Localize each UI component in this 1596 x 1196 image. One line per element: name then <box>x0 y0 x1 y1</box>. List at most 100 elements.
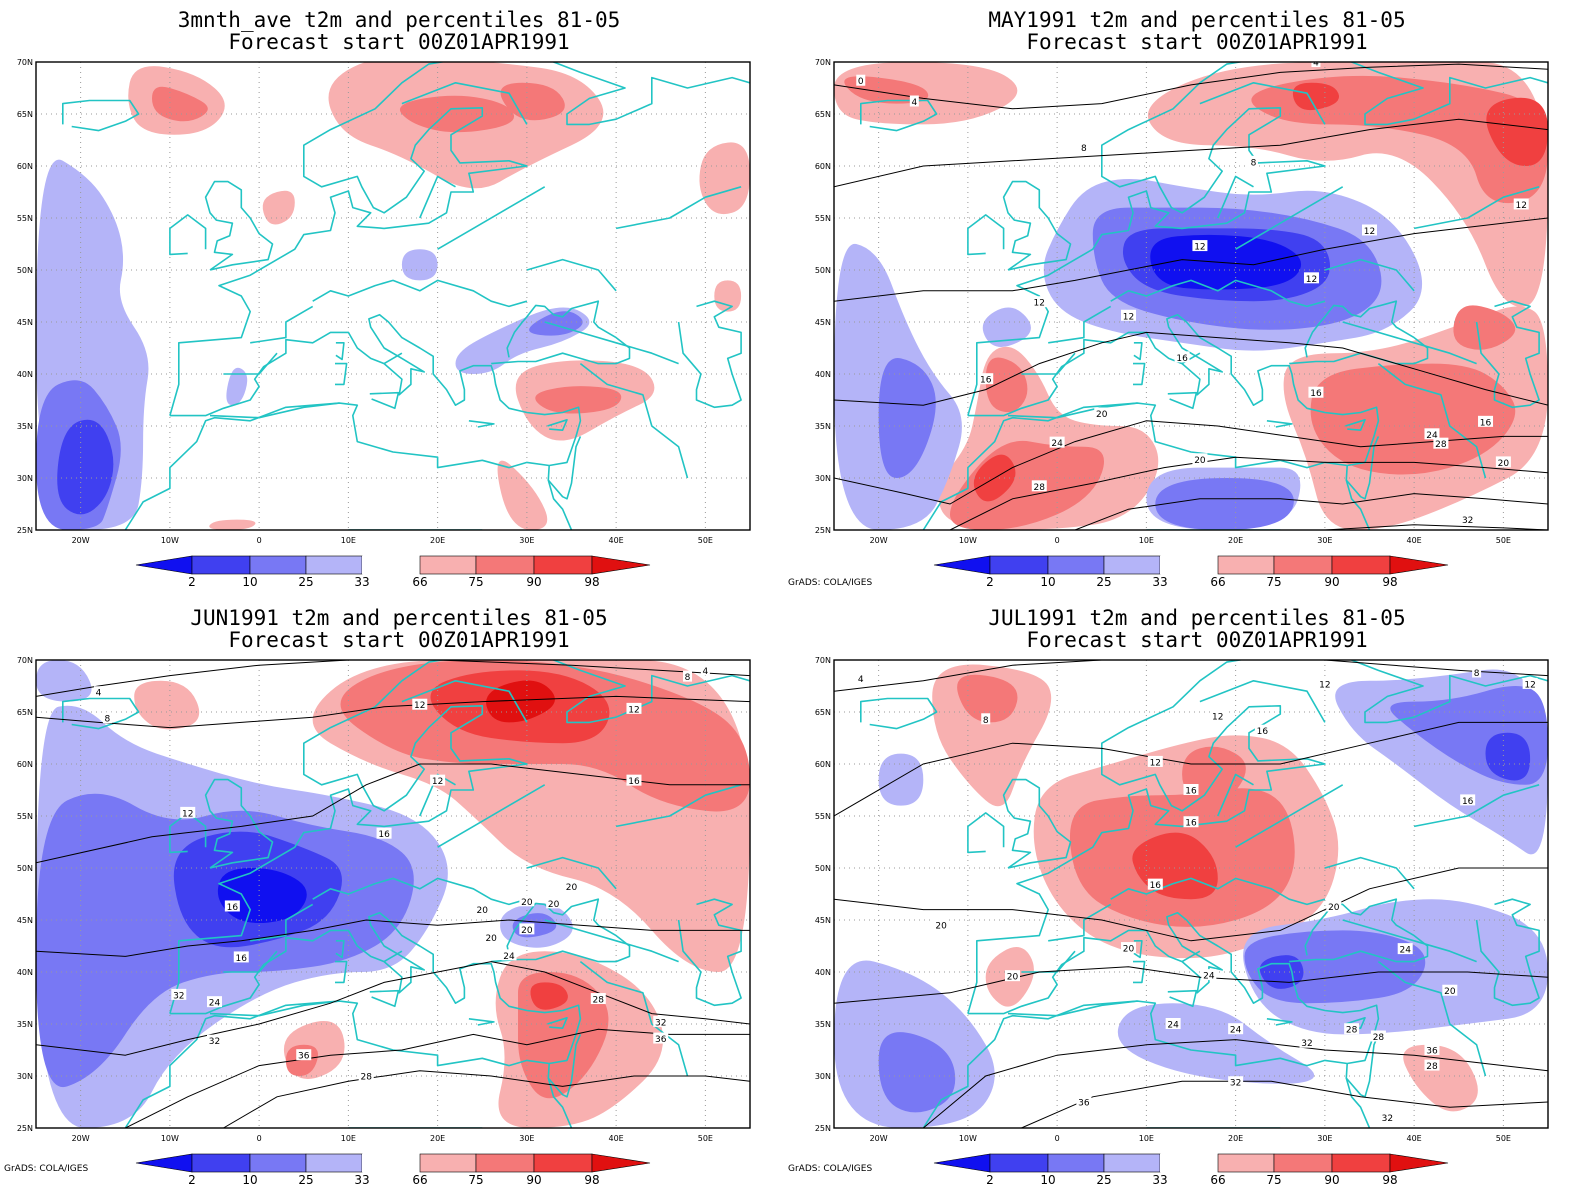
coastline <box>1021 352 1076 375</box>
coastline <box>209 1000 340 1017</box>
lat-tick-label: 35N <box>17 422 33 431</box>
coastline <box>547 1063 573 1128</box>
coastline <box>1007 402 1138 419</box>
colorbar-arrow-low <box>135 555 193 575</box>
panel-subtitle: Forecast start 00Z01APR1991 <box>1026 30 1368 54</box>
colorbar-level-label: 90 <box>526 575 541 589</box>
coastline <box>1199 680 1326 723</box>
contour-label-text: 20 <box>1498 459 1510 469</box>
temperature-contour <box>834 660 1548 692</box>
contour-label: 8 <box>1248 155 1258 168</box>
contour-label-text: 12 <box>1319 680 1330 690</box>
contour-label-text: 20 <box>521 926 533 936</box>
lat-tick-label: 60N <box>17 760 33 769</box>
temperature-contour <box>1074 493 1548 530</box>
lat-tick-label: 55N <box>17 812 33 821</box>
contour-label-text: 16 <box>1310 389 1322 399</box>
warm-percentile-region <box>1403 1044 1478 1112</box>
colorbar-level-label: 10 <box>1040 575 1055 589</box>
contour-label: 12 <box>1210 710 1226 723</box>
contour-label-text: 28 <box>1435 440 1447 450</box>
lon-tick-label: 10E <box>1139 536 1154 545</box>
contour-label: 20 <box>1442 984 1458 997</box>
cold-percentile-region <box>401 249 438 281</box>
coastline <box>491 300 631 365</box>
colorbar-level-label: 33 <box>1152 1173 1167 1187</box>
colorbar-segment <box>533 1153 593 1173</box>
coastline <box>860 99 938 132</box>
colorbar-segment <box>419 1153 477 1173</box>
contour-label-text: 36 <box>298 1052 310 1062</box>
coastline <box>250 903 314 942</box>
cold-percentile-region <box>226 367 248 406</box>
lat-tick-label: 60N <box>815 162 831 171</box>
coastline <box>1377 960 1487 1077</box>
coastline <box>1217 175 1254 219</box>
colorbar-segment <box>475 1153 535 1173</box>
lat-tick-label: 45N <box>815 916 831 925</box>
contour-label-text: 28 <box>1426 1062 1438 1072</box>
lat-tick-label: 50N <box>815 266 831 275</box>
lon-tick-label: 40E <box>609 536 624 545</box>
coastline <box>1235 784 1344 848</box>
colorbar-segment <box>1273 555 1333 575</box>
coastline <box>967 62 1548 416</box>
lon-tick-label: 30E <box>519 1134 534 1143</box>
cold-percentile-region <box>878 358 936 478</box>
temperature-contour <box>834 331 1548 406</box>
contour-label: 36 <box>653 1032 669 1045</box>
temperature-contour <box>36 919 750 957</box>
coastline <box>1007 1000 1138 1017</box>
contour-label-text: 20 <box>566 883 578 893</box>
warm-percentile-region <box>209 519 256 530</box>
coastline <box>1266 1018 1293 1026</box>
coastline <box>169 660 750 1014</box>
contour-label-text: 12 <box>1123 312 1134 322</box>
contour-label: 12 <box>1303 272 1319 285</box>
colorbar-segment <box>362 1154 420 1172</box>
colorbar-level-label: 90 <box>526 1173 541 1187</box>
lon-tick-label: 10E <box>1139 1134 1154 1143</box>
contour-label-text: 8 <box>983 716 989 726</box>
colorbar-level-label: 25 <box>1096 575 1111 589</box>
contour-label-text: 20 <box>1328 903 1340 913</box>
contour-label: 4 <box>856 672 866 685</box>
contour-label-text: 4 <box>1313 59 1319 69</box>
contour-label-text: 12 <box>1150 758 1161 768</box>
colorbar-segment <box>191 1153 251 1173</box>
cold-percentile-region <box>1155 478 1294 530</box>
coastline <box>677 300 742 409</box>
contour-label-text: 12 <box>1364 227 1375 237</box>
contour-label: 8 <box>1472 666 1482 679</box>
contour-label: 32 <box>171 988 187 1001</box>
contour-label-text: 32 <box>1462 516 1473 526</box>
colorbar-segment <box>249 1153 307 1173</box>
colorbar-level-label: 75 <box>1266 575 1281 589</box>
colorbar-arrow-low <box>135 1153 193 1173</box>
contour-label-text: 0 <box>858 77 864 87</box>
contour-label: 28 <box>1344 1023 1360 1036</box>
contour-label: 20 <box>564 880 579 893</box>
colorbar-segment <box>1160 556 1218 574</box>
lat-tick-label: 70N <box>815 656 831 665</box>
contour-label: 16 <box>1147 878 1163 891</box>
temperature-contour <box>834 118 1548 188</box>
colorbar-level-label: 75 <box>468 1173 483 1187</box>
contour-label: 32 <box>1228 1076 1244 1089</box>
temperature-contour <box>125 1028 750 1128</box>
colorbar-segment <box>419 555 477 575</box>
contour-label: 20 <box>519 895 535 908</box>
contour-label-text: 20 <box>1096 410 1108 420</box>
map-plot: 0448812121212121216161616202020242428283… <box>815 58 1549 589</box>
lon-tick-label: 20W <box>870 1134 888 1143</box>
colorbar-level-label: 10 <box>1040 1173 1055 1187</box>
contour-label: 24 <box>1049 436 1065 449</box>
coastline <box>383 352 403 365</box>
lat-tick-label: 30N <box>17 474 33 483</box>
colorbar-arrow-high <box>1389 555 1449 575</box>
contour-label: 24 <box>207 996 222 1009</box>
contour-label: 12 <box>1147 755 1163 768</box>
warm-percentile-region <box>844 76 929 104</box>
coastline <box>250 305 314 344</box>
